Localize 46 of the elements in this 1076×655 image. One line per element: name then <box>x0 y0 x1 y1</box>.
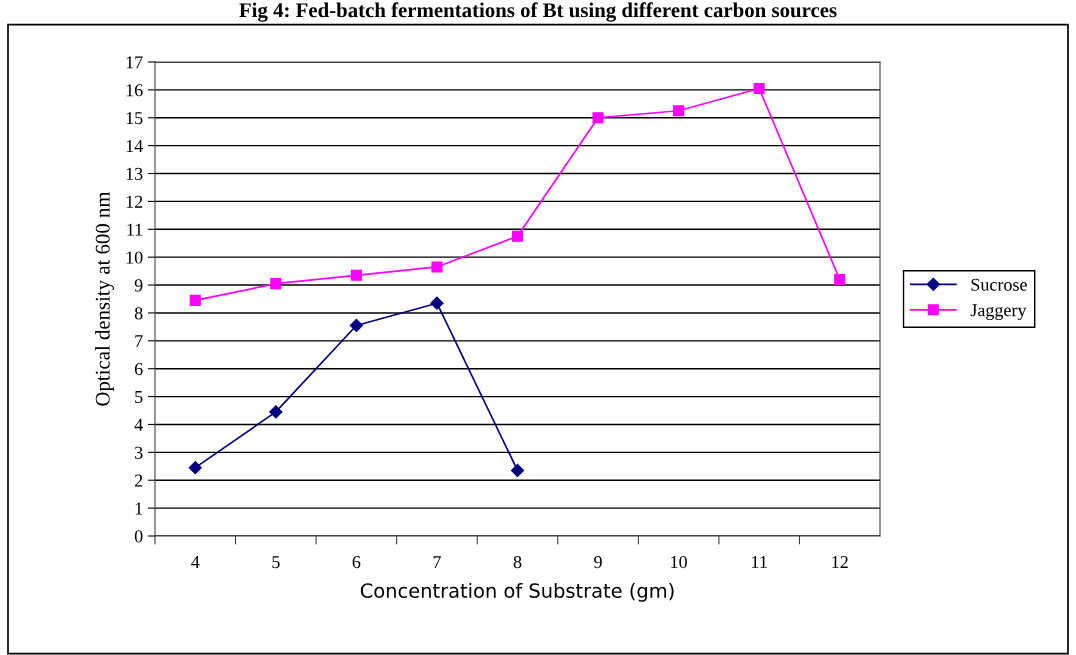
y-axis-title: Optical density at 600 nm <box>95 191 115 406</box>
point <box>834 273 846 286</box>
point <box>188 461 202 475</box>
x-axis-title: Concentration of Substrate (gm) <box>360 582 674 602</box>
point <box>349 318 363 333</box>
point <box>753 82 765 95</box>
point <box>350 269 362 281</box>
x-tick-label: 6 <box>352 556 361 569</box>
point <box>430 296 444 310</box>
point <box>431 261 443 273</box>
y-tick-label: 10 <box>126 251 143 264</box>
point <box>269 405 283 419</box>
point <box>592 112 604 124</box>
y-tick-label: 3 <box>135 446 143 459</box>
y-tick-label: 4 <box>134 418 143 431</box>
y-tick-label: 7 <box>135 335 143 348</box>
y-tick-label: 1 <box>135 502 143 515</box>
x-tick-label: 8 <box>513 555 522 569</box>
y-tick-label: 12 <box>126 195 143 208</box>
y-tick-label: 0 <box>134 530 143 543</box>
y-tick-label: 16 <box>126 84 143 97</box>
y-tick-label: 2 <box>134 474 143 487</box>
x-tick-label: 9 <box>594 556 602 569</box>
point <box>673 105 685 117</box>
y-tick-label: 14 <box>126 139 143 152</box>
point <box>510 463 525 478</box>
y-tick-label: 8 <box>134 307 143 320</box>
point <box>189 294 201 306</box>
y-tick-label: 11 <box>127 223 143 236</box>
x-tick-label: 12 <box>832 556 848 568</box>
legend-label: Sucrose <box>971 278 1027 291</box>
y-tick-label: 17 <box>126 56 143 69</box>
x-tick-label: 4 <box>191 556 200 568</box>
x-tick-label: 5 <box>272 556 280 569</box>
legend-label: Jaggery <box>970 304 1027 321</box>
y-tick-label: 5 <box>135 391 143 404</box>
y-tick-label: 6 <box>134 363 143 376</box>
y-tick-label: 13 <box>126 167 143 180</box>
y-tick-label: 9 <box>134 279 143 292</box>
x-tick-label: 10 <box>671 555 687 569</box>
chart-title: Fig 4: Fed-batch fermentations of Bt using different carbon sources <box>239 2 837 22</box>
x-tick-label: 11 <box>752 556 767 568</box>
x-tick-label: 7 <box>433 556 441 568</box>
point <box>511 230 524 242</box>
point <box>270 278 282 290</box>
y-tick-label: 15 <box>126 112 143 125</box>
